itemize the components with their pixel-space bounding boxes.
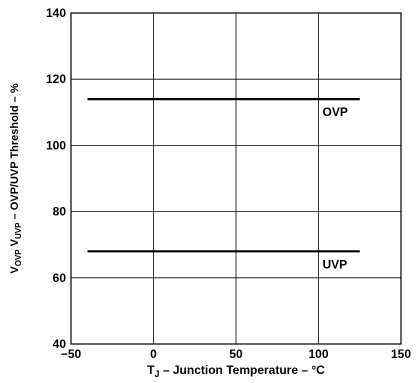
x-tick-label: 150 <box>391 347 411 361</box>
x-tick-label: −50 <box>61 347 82 361</box>
x-tick-label: 100 <box>308 347 328 361</box>
x-tick-label: 0 <box>150 347 157 361</box>
y-axis-title-uvp-subscript: UVP <box>14 222 23 239</box>
grid-lines <box>71 13 401 344</box>
series-labels: OVP UVP <box>323 105 348 271</box>
x-axis-title-rest: – Junction Temperature – °C <box>160 363 326 377</box>
series-label-uvp: UVP <box>323 257 348 271</box>
y-axis-title-v2: V <box>9 238 21 249</box>
series-label-ovp: OVP <box>323 105 348 119</box>
y-axis-title-v1: V <box>9 266 21 274</box>
x-axis-title: TJ – Junction Temperature – °C <box>147 363 325 379</box>
x-tick-label: 50 <box>229 347 243 361</box>
y-tick-label: 80 <box>53 205 67 219</box>
y-tick-labels: 40 60 80 100 120 140 <box>46 6 66 351</box>
x-axis-title-t: T <box>147 363 155 377</box>
y-tick-label: 100 <box>46 138 66 152</box>
y-tick-label: 120 <box>46 72 66 86</box>
y-tick-label: 40 <box>53 337 67 351</box>
x-axis-title-subscript: J <box>155 369 160 379</box>
y-tick-label: 140 <box>46 6 66 20</box>
y-axis-title-rest: – OVP/UVP Threshold – % <box>9 83 21 222</box>
y-axis-title: VOVP VUVP – OVP/UVP Threshold – % <box>9 83 23 273</box>
x-tick-labels: −50 0 50 100 150 <box>61 347 412 361</box>
y-tick-label: 60 <box>53 271 67 285</box>
series-lines <box>87 97 360 253</box>
y-axis-title-ovp-subscript: OVP <box>14 249 23 267</box>
plot-frame <box>70 12 402 345</box>
